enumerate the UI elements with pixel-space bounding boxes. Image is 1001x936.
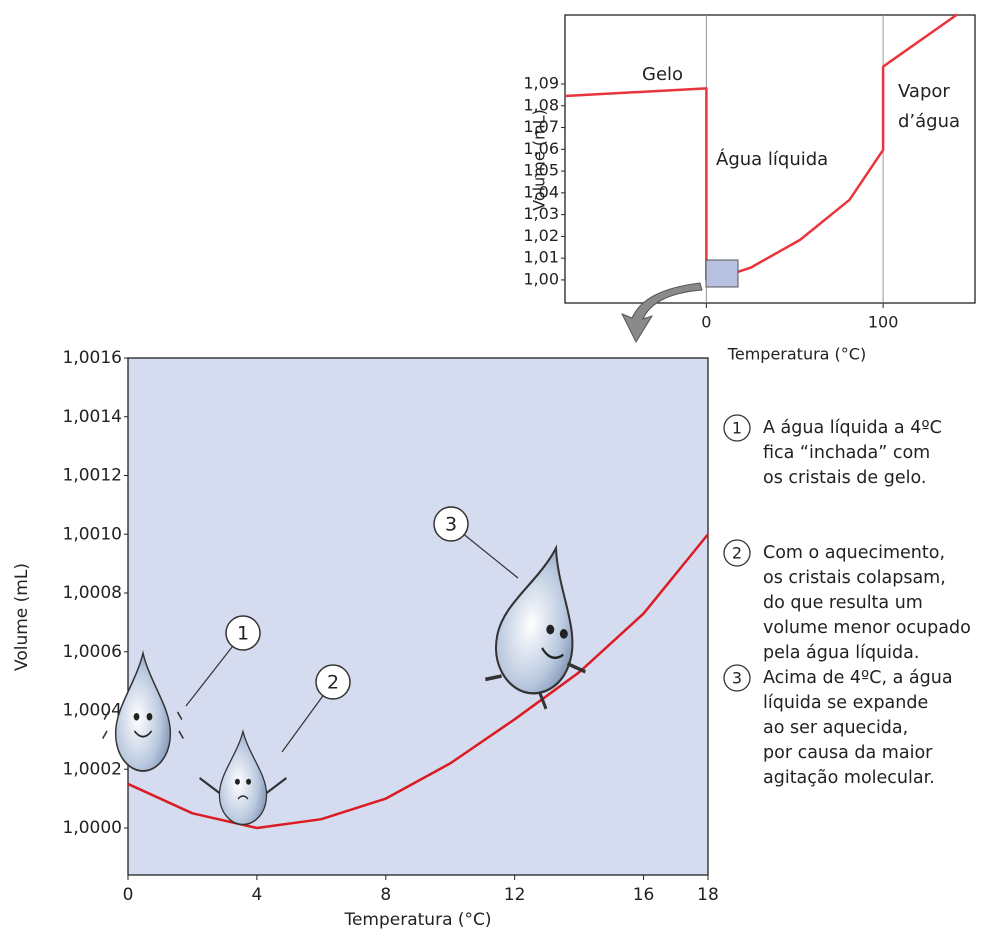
y-tick-label: 1,00 xyxy=(523,269,559,288)
note-line: do que resulta um xyxy=(763,593,923,613)
callout-number: 1 xyxy=(237,623,249,645)
note-line: Acima de 4ºC, a água xyxy=(763,668,953,688)
x-tick-label: 12 xyxy=(504,885,526,905)
x-tick-label: 0 xyxy=(701,313,711,332)
note-number: 2 xyxy=(732,544,742,563)
x-tick-label: 4 xyxy=(251,885,262,905)
note-line: Com o aquecimento, xyxy=(763,543,945,563)
y-tick-label: 1,0014 xyxy=(63,407,122,427)
annotation: Água líquida xyxy=(716,148,828,170)
callout-number: 2 xyxy=(327,672,339,694)
x-tick-label: 16 xyxy=(633,885,655,905)
x-tick-label: 100 xyxy=(868,313,899,332)
annotation: Gelo xyxy=(642,64,683,85)
figure: 0481216181,00001,00021,00041,00061,00081… xyxy=(0,0,1001,936)
plot-area xyxy=(128,358,708,875)
y-tick-label: 1,0010 xyxy=(63,524,122,544)
y-tick-label: 1,02 xyxy=(523,226,559,245)
y-tick-label: 1,0000 xyxy=(63,818,122,838)
y-tick-label: 1,01 xyxy=(523,248,559,267)
callout-number: 3 xyxy=(445,514,457,536)
note-number: 1 xyxy=(732,419,742,438)
x-tick-label: 0 xyxy=(123,885,134,905)
note-number: 3 xyxy=(732,669,742,688)
y-tick-label: 1,0012 xyxy=(63,466,122,486)
y-tick-label: 1,0004 xyxy=(63,701,122,721)
annotation: d’água xyxy=(898,111,960,132)
note-line: fica “inchada” com xyxy=(763,443,930,463)
x-tick-label: 8 xyxy=(380,885,391,905)
zoom-box xyxy=(706,260,738,287)
note-line: por causa da maior xyxy=(763,743,933,763)
y-axis-label: Volume (mL) xyxy=(12,563,32,671)
y-tick-label: 1,0006 xyxy=(63,642,122,662)
note-line: líquida se expande xyxy=(763,693,928,713)
y-axis-label: Volume (mL) xyxy=(530,109,549,211)
note-line: agitação molecular. xyxy=(763,768,935,788)
annotation: Vapor xyxy=(898,81,950,102)
note-line: os cristais colapsam, xyxy=(763,568,946,588)
note-line: A água líquida a 4ºC xyxy=(763,418,942,438)
note-line: volume menor ocupado xyxy=(763,618,971,638)
y-tick-label: 1,09 xyxy=(523,74,559,93)
note-line: pela água líquida. xyxy=(763,643,919,663)
y-tick-label: 1,0016 xyxy=(63,348,122,368)
note-line: ao ser aquecida, xyxy=(763,718,908,738)
y-tick-label: 1,0008 xyxy=(63,583,122,603)
x-axis-label: Temperatura (°C) xyxy=(343,910,491,930)
note-line: os cristais de gelo. xyxy=(763,468,926,488)
y-tick-label: 1,0002 xyxy=(63,759,122,779)
x-tick-label: 18 xyxy=(697,885,719,905)
x-axis-label: Temperatura (°C) xyxy=(727,345,866,364)
